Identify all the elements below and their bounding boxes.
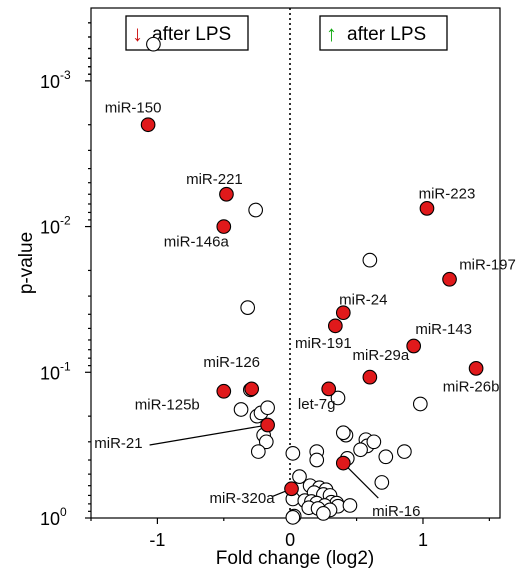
legend-up: ↑ after LPS bbox=[319, 15, 448, 51]
x-axis-title: Fold change (log2) bbox=[216, 548, 374, 569]
highlighted-mirna-point bbox=[442, 271, 457, 287]
y-tick-exponent: -2 bbox=[60, 214, 71, 228]
mirna-point bbox=[285, 445, 301, 461]
mirna-point bbox=[240, 300, 256, 315]
x-tick-label: -1 bbox=[149, 530, 165, 550]
leader-line bbox=[342, 462, 379, 499]
mirna-label: miR-221 bbox=[186, 171, 243, 188]
mirna-label: miR-320a bbox=[210, 490, 276, 507]
mirna-label: miR-29a bbox=[353, 347, 410, 364]
mirna-label: miR-126 bbox=[203, 354, 260, 371]
legend-up-label: after LPS bbox=[347, 24, 426, 45]
y-tick-label: 10-3 bbox=[40, 68, 71, 92]
legend-down: ↓ after LPS bbox=[125, 15, 249, 51]
x-tick-label: 1 bbox=[418, 530, 428, 550]
highlighted-mirna-point bbox=[327, 318, 343, 334]
highlighted-mirna-point bbox=[216, 219, 232, 234]
highlighted-mirna-point bbox=[219, 186, 234, 202]
other-mirna-points bbox=[146, 36, 428, 525]
y-tick-label: 10-1 bbox=[40, 359, 71, 383]
mirna-point bbox=[248, 202, 264, 218]
mirna-point bbox=[292, 469, 307, 484]
mirna-point bbox=[362, 252, 378, 268]
y-tick-label: 10-2 bbox=[40, 214, 71, 238]
highlighted-mirna-point bbox=[335, 305, 351, 321]
highlighted-mirna-point bbox=[321, 381, 337, 397]
y-tick-base: 10 bbox=[40, 363, 60, 383]
y-tick-exponent: 0 bbox=[60, 505, 67, 519]
mirna-label: miR-143 bbox=[415, 321, 472, 338]
mirna-point bbox=[342, 498, 358, 513]
y-tick-exponent: -3 bbox=[60, 68, 71, 82]
mirna-label: miR-197 bbox=[459, 256, 516, 273]
mirna-point bbox=[366, 434, 382, 450]
mirna-point bbox=[353, 442, 368, 458]
plot-frame bbox=[90, 7, 501, 519]
highlighted-mirna-labels: miR-150 miR-221 miR-146a miR-126 miR-125b miR… bbox=[94, 100, 516, 520]
highlighted-mirna-point bbox=[216, 383, 232, 399]
plot-area-border bbox=[90, 7, 501, 519]
mirna-point bbox=[285, 510, 301, 525]
mirna-point bbox=[233, 402, 249, 417]
legend-up-box bbox=[319, 15, 448, 51]
mirna-point bbox=[260, 400, 275, 416]
mirna-label: let-7g bbox=[298, 396, 336, 413]
highlighted-mirna-point bbox=[244, 381, 260, 397]
y-tick-label: 100 bbox=[40, 505, 67, 529]
y-tick-exponent: -1 bbox=[60, 359, 71, 373]
mirna-point bbox=[250, 444, 266, 459]
leader-line bbox=[149, 424, 268, 446]
mirna-label: miR-223 bbox=[419, 185, 476, 202]
mirna-label: miR-146a bbox=[164, 234, 230, 251]
y-axis-title: p-value bbox=[16, 232, 37, 294]
mirna-point bbox=[146, 36, 161, 52]
highlighted-mirna-points bbox=[140, 117, 484, 497]
legend-up-arrow-icon: ↑ bbox=[326, 21, 337, 46]
highlighted-mirna-point bbox=[468, 361, 484, 376]
highlighted-mirna-point bbox=[335, 455, 351, 471]
mirna-point bbox=[374, 475, 390, 490]
mirna-point bbox=[378, 449, 394, 465]
highlighted-mirna-point bbox=[419, 201, 435, 216]
mirna-point bbox=[397, 444, 412, 459]
highlighted-mirna-point bbox=[140, 117, 156, 133]
y-tick-base: 10 bbox=[40, 218, 60, 238]
highlighted-mirna-point bbox=[284, 481, 299, 497]
mirna-point bbox=[258, 434, 274, 450]
mirna-label: miR-191 bbox=[295, 335, 352, 352]
mirna-point bbox=[316, 506, 331, 521]
y-tick-base: 10 bbox=[40, 509, 60, 529]
mirna-label: miR-24 bbox=[339, 292, 387, 309]
mirna-point bbox=[309, 452, 325, 468]
mirna-point bbox=[330, 390, 346, 406]
highlighted-mirna-point bbox=[362, 369, 378, 385]
mirna-label: miR-26b bbox=[443, 378, 500, 395]
legend-down-label: after LPS bbox=[152, 24, 231, 45]
mirna-point bbox=[412, 396, 428, 412]
y-tick-base: 10 bbox=[40, 72, 60, 92]
mirna-label: miR-21 bbox=[94, 435, 142, 452]
mirna-label: miR-16 bbox=[372, 503, 420, 520]
highlighted-mirna-point bbox=[406, 338, 422, 354]
mirna-label: miR-125b bbox=[135, 396, 200, 413]
x-tick-label: 0 bbox=[285, 530, 295, 550]
x-axis: -1 0 1 bbox=[90, 518, 490, 550]
mirna-point bbox=[335, 425, 351, 441]
mirna-label: miR-150 bbox=[105, 100, 162, 117]
highlighted-mirna-point bbox=[260, 417, 275, 433]
legend-down-arrow-icon: ↓ bbox=[132, 21, 143, 46]
